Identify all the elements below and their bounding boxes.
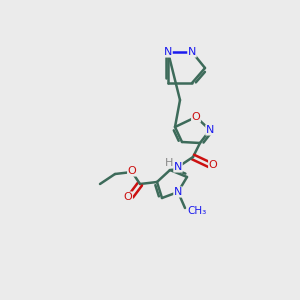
Text: O: O bbox=[128, 166, 136, 176]
Text: N: N bbox=[188, 47, 196, 57]
Text: N: N bbox=[164, 47, 172, 57]
Text: N: N bbox=[206, 125, 214, 135]
Text: O: O bbox=[192, 112, 200, 122]
Text: O: O bbox=[208, 160, 217, 170]
Text: H: H bbox=[165, 158, 173, 168]
Text: N: N bbox=[174, 187, 182, 197]
Text: O: O bbox=[124, 192, 132, 202]
Text: N: N bbox=[174, 162, 182, 172]
Text: CH₃: CH₃ bbox=[187, 206, 206, 216]
